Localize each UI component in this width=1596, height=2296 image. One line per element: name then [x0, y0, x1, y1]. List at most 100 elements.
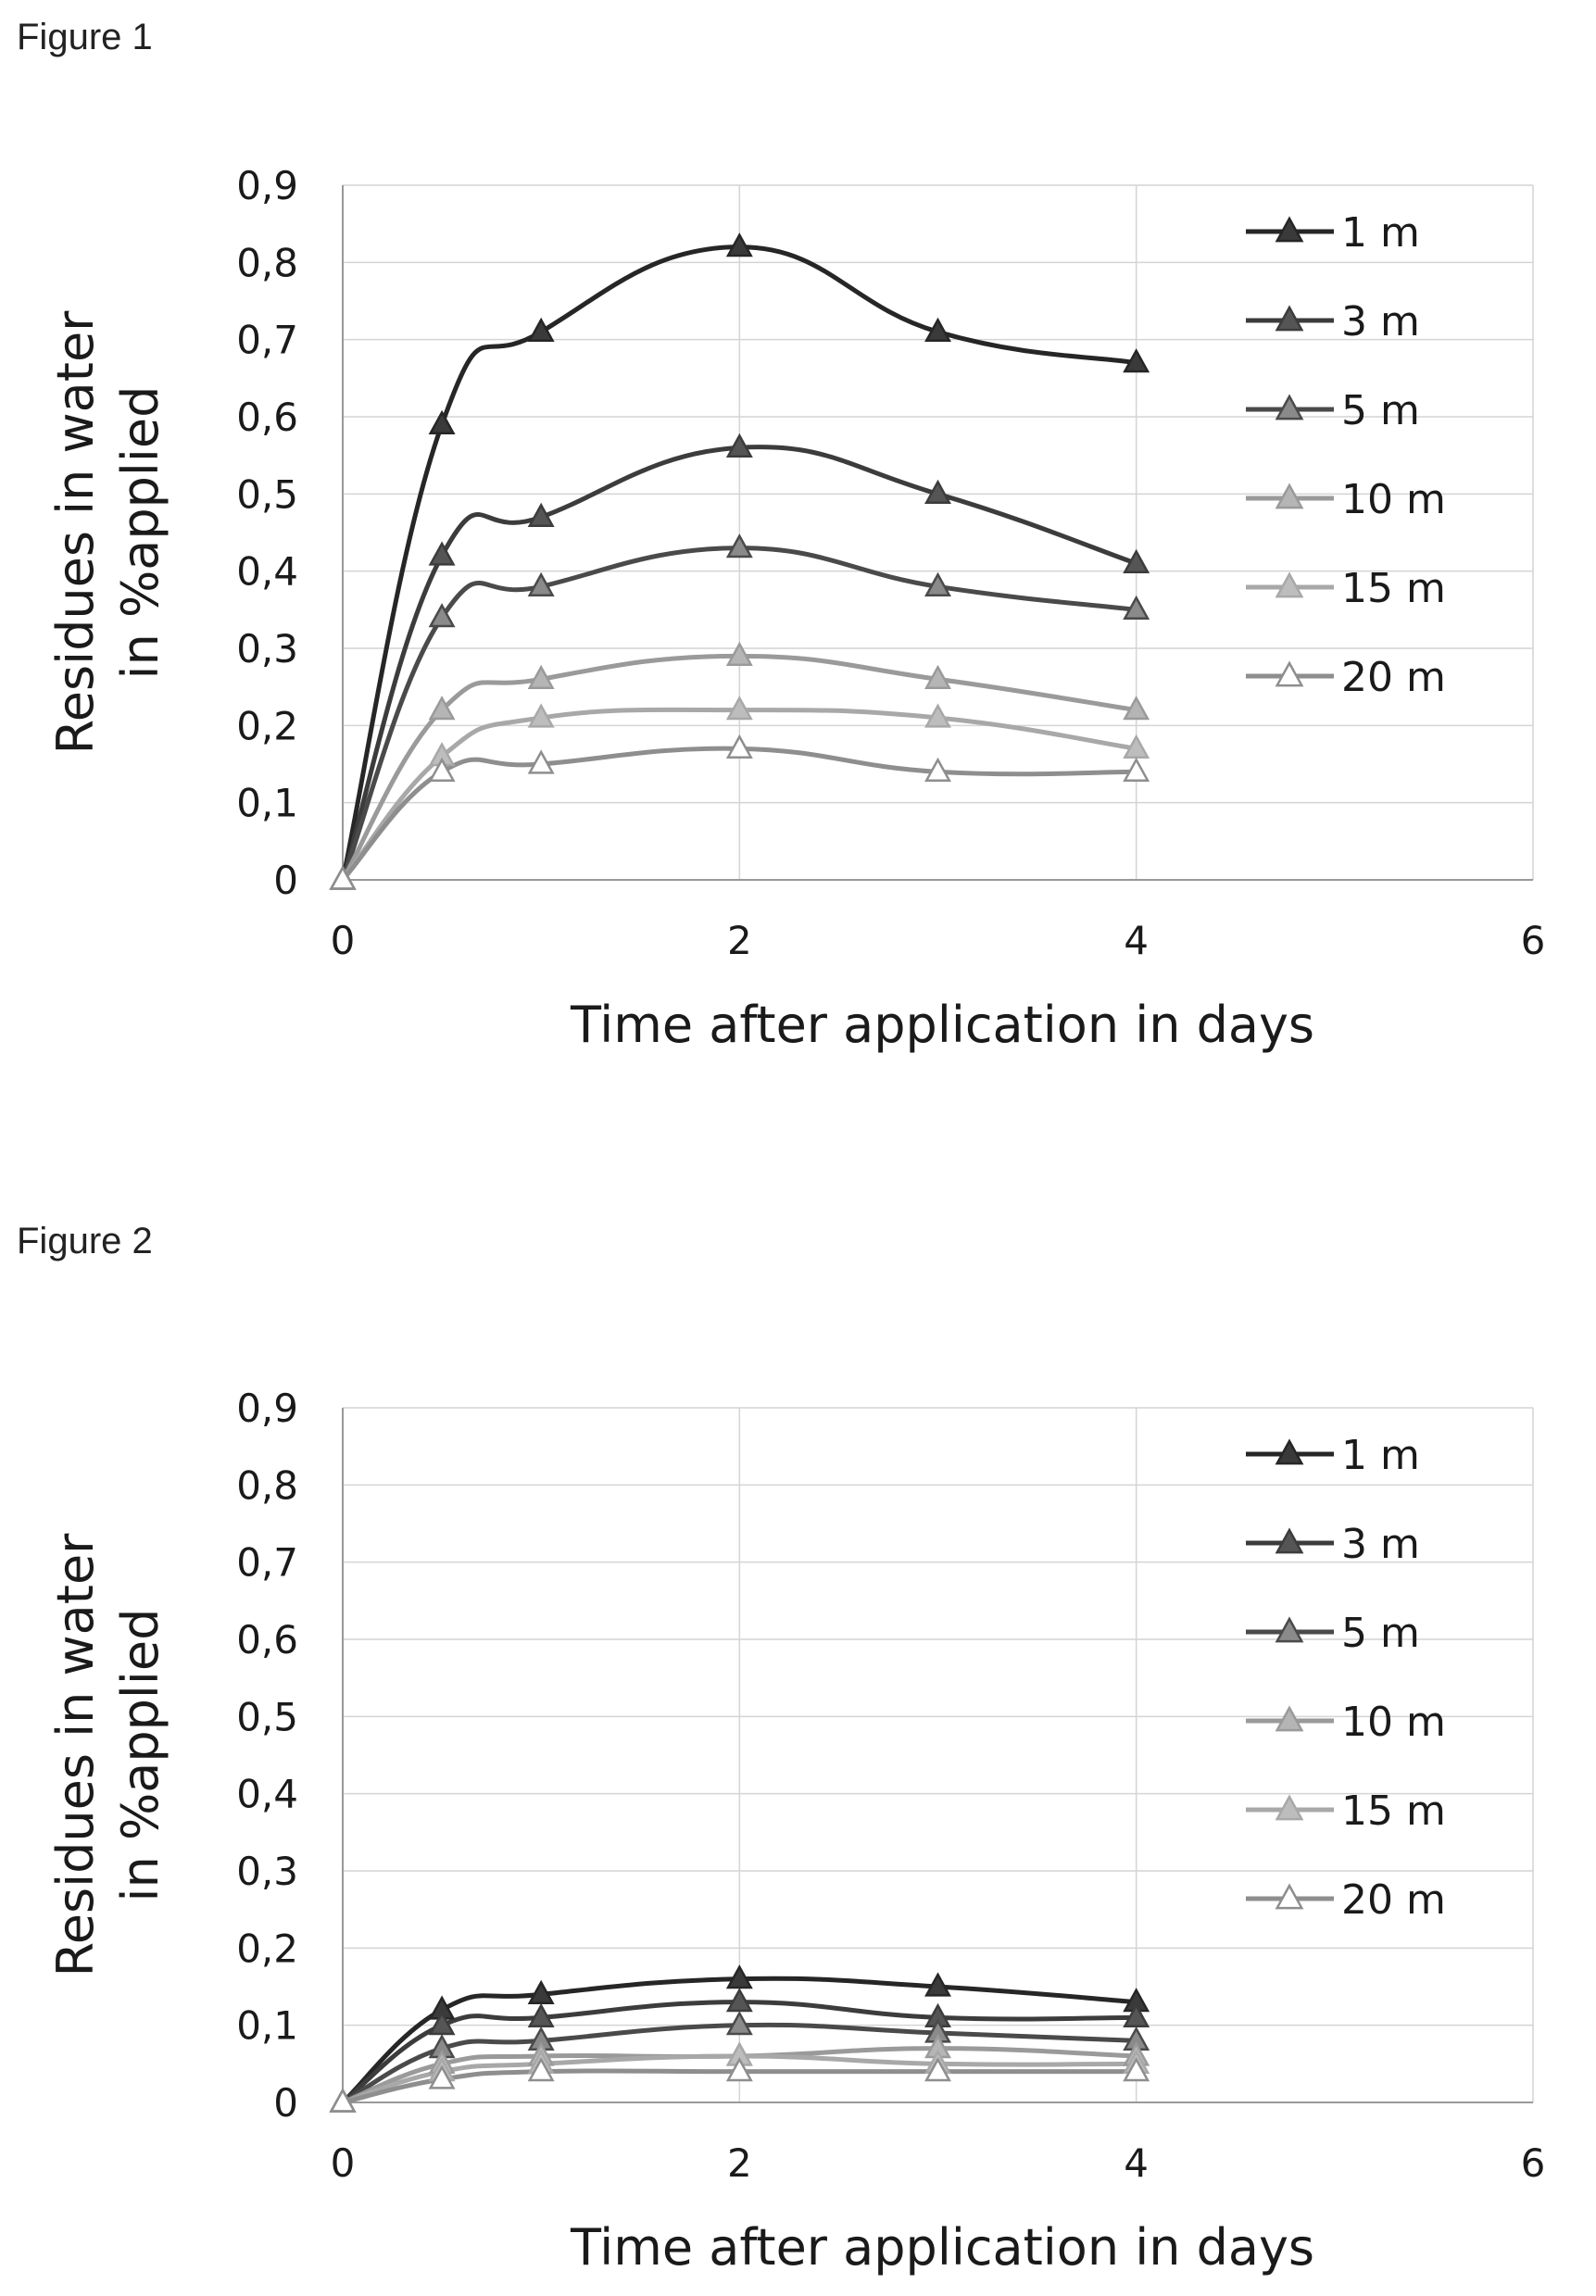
data-point-20-m [1123, 757, 1150, 782]
legend-label-1-m: 1 m [1341, 1432, 1420, 1479]
y-tick-label: 0,9 [236, 1386, 298, 1431]
figure-1-label: Figure 1 [17, 17, 153, 57]
x-tick-label: 2 [727, 2140, 752, 2186]
x-tick-label: 0 [331, 2140, 356, 2186]
y-tick-label: 0,9 [236, 163, 298, 208]
x-axis-title: Time after application in days [570, 2218, 1314, 2277]
legend-label-10-m: 10 m [1341, 1699, 1446, 1746]
legend-marker-3-m [1275, 1527, 1304, 1554]
y-tick-label: 0,6 [236, 1617, 298, 1662]
data-point-20-m [924, 757, 951, 782]
y-tick-label: 0 [273, 2080, 298, 2126]
legend-marker-15-m [1275, 571, 1304, 598]
legend-marker-1-m [1275, 216, 1304, 243]
y-axis-title: Residues in water [46, 310, 105, 755]
y-tick-label: 0,3 [236, 1849, 298, 1894]
figure-2-label: Figure 2 [17, 1221, 153, 1261]
series-line-15-m [341, 707, 1137, 882]
series-line-10-m [340, 653, 1137, 882]
data-point-20-m [527, 749, 555, 774]
data-point-15-m [725, 696, 753, 721]
y-tick-label: 0,7 [236, 318, 298, 363]
data-point-15-m [527, 703, 555, 728]
legend: 1 m 3 m 5 m 10 m 15 m 20 m [1246, 209, 1446, 701]
legend-label-3-m: 3 m [1341, 298, 1420, 345]
gridlines [342, 1407, 1534, 2103]
legend-marker-20-m [1275, 1883, 1304, 1910]
data-point-20-m [329, 2088, 357, 2113]
legend-marker-20-m [1275, 660, 1304, 687]
y-axis-title: in %applied [111, 386, 170, 680]
x-tick-label: 6 [1521, 918, 1546, 963]
data-point-3-m [924, 479, 951, 504]
x-tick-label: 4 [1124, 918, 1149, 963]
y-tick-label: 0,2 [236, 1926, 298, 1971]
y-axis-title: Residues in water [46, 1533, 105, 1977]
x-tick-label: 6 [1521, 2140, 1546, 2186]
y-tick-label: 0,2 [236, 703, 298, 748]
data-point-1-m [725, 1964, 753, 1989]
data-point-5-m [428, 603, 456, 628]
data-point-1-m [1123, 348, 1150, 373]
x-tick-label: 0 [331, 918, 356, 963]
y-tick-label: 0,7 [236, 1540, 298, 1586]
data-point-20-m [428, 2064, 456, 2089]
y-axis-title: in %applied [111, 1609, 170, 1902]
legend-marker-5-m [1275, 1616, 1304, 1643]
data-point-5-m [725, 2011, 753, 2036]
data-point-1-m [527, 1979, 555, 2004]
data-point-10-m [1123, 696, 1150, 721]
y-tick-label: 0,6 [236, 395, 298, 440]
legend-label-20-m: 20 m [1341, 1876, 1446, 1924]
data-point-10-m [725, 641, 753, 666]
line-chart-figure-1: 0 0,1 0,2 0,3 0,4 0,5 0,6 0,7 0,8 0,9 0 2 4 6 Time aft… [46, 163, 1546, 1054]
data-point-20-m [1123, 2057, 1150, 2082]
line-chart-figure-2: 0 0,1 0,2 0,3 0,4 0,5 0,6 0,7 0,8 0,9 0 2 4 6 Time aft… [46, 1386, 1546, 2277]
legend-label-5-m: 5 m [1341, 387, 1420, 434]
legend-marker-5-m [1275, 394, 1304, 420]
data-point-5-m [1123, 595, 1150, 620]
data-point-1-m [428, 409, 456, 434]
y-tick-label: 0 [273, 858, 298, 903]
legend-marker-10-m [1275, 1705, 1304, 1732]
y-tick-label: 0,1 [236, 781, 298, 826]
data-point-1-m [725, 232, 753, 257]
legend-label-15-m: 15 m [1341, 1788, 1446, 1835]
data-point-3-m [428, 2011, 456, 2036]
data-point-3-m [428, 541, 456, 566]
y-tick-label: 0,4 [236, 549, 298, 595]
legend-marker-15-m [1275, 1794, 1304, 1821]
series-line-5-m [340, 546, 1137, 881]
data-point-15-m [1123, 734, 1150, 759]
data-point-10-m [924, 664, 951, 689]
data-point-5-m [725, 533, 753, 558]
legend-marker-3-m [1275, 305, 1304, 332]
data-point-20-m [725, 2057, 753, 2082]
data-point-1-m [527, 317, 555, 342]
data-point-3-m [527, 2002, 555, 2027]
data-point-5-m [527, 571, 555, 596]
legend-label-1-m: 1 m [1341, 209, 1420, 257]
data-point-20-m [924, 2057, 951, 2082]
data-point-15-m [924, 703, 951, 728]
legend-label-10-m: 10 m [1341, 476, 1446, 523]
data-point-10-m [527, 664, 555, 689]
legend: 1 m 3 m 5 m 10 m 15 m 20 m [1246, 1432, 1446, 1924]
y-tick-label: 0,8 [236, 1462, 298, 1508]
y-tick-label: 0,4 [236, 1772, 298, 1817]
data-point-1-m [924, 1972, 951, 1997]
data-point-3-m [527, 502, 555, 527]
legend-label-5-m: 5 m [1341, 1610, 1420, 1657]
legend-label-15-m: 15 m [1341, 565, 1446, 612]
x-tick-label: 2 [727, 918, 752, 963]
y-tick-label: 0,1 [236, 2003, 298, 2049]
legend-label-3-m: 3 m [1341, 1521, 1420, 1568]
y-tick-label: 0,3 [236, 626, 298, 671]
data-point-20-m [428, 757, 456, 782]
y-tick-label: 0,5 [236, 471, 298, 517]
data-point-3-m [725, 1988, 753, 2013]
y-tick-label: 0,8 [236, 240, 298, 285]
x-axis-title: Time after application in days [570, 996, 1314, 1054]
x-tick-label: 4 [1124, 2140, 1149, 2186]
data-point-3-m [1123, 2002, 1150, 2027]
